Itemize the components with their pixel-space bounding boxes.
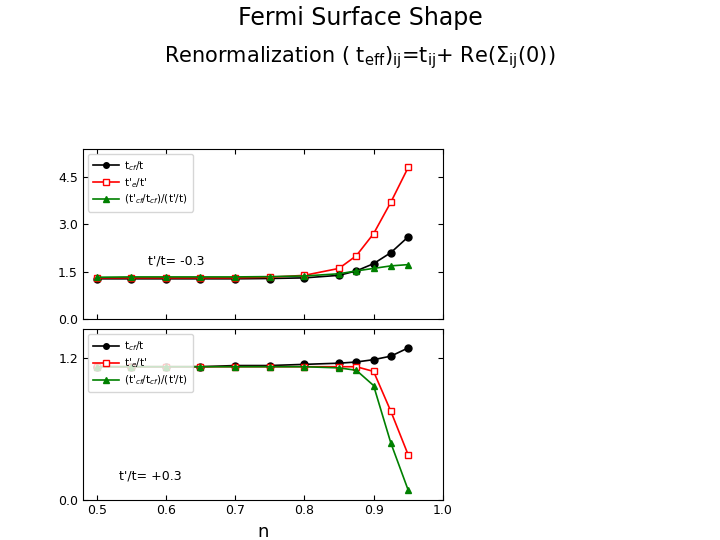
X-axis label: n: n [257,523,269,540]
Legend: t$_{cf}$/t, t'$_{e}$/t', (t'$_{cf}$/t$_{cf}$)/(t'/t): t$_{cf}$/t, t'$_{e}$/t', (t'$_{cf}$/t$_{… [88,334,193,392]
Text: t'/t= -0.3: t'/t= -0.3 [148,254,204,267]
Text: Renormalization ( t$_{\mathregular{eff}}$)$_{\mathregular{ij}}$=t$_{\mathregular: Renormalization ( t$_{\mathregular{eff}}… [164,44,556,71]
Text: Fermi Surface Shape: Fermi Surface Shape [238,6,482,30]
Text: t'/t= +0.3: t'/t= +0.3 [119,469,181,482]
Legend: t$_{cf}$/t, t'$_{e}$/t', (t'$_{cf}$/t$_{cf}$)/(t'/t): t$_{cf}$/t, t'$_{e}$/t', (t'$_{cf}$/t$_{… [88,154,193,212]
